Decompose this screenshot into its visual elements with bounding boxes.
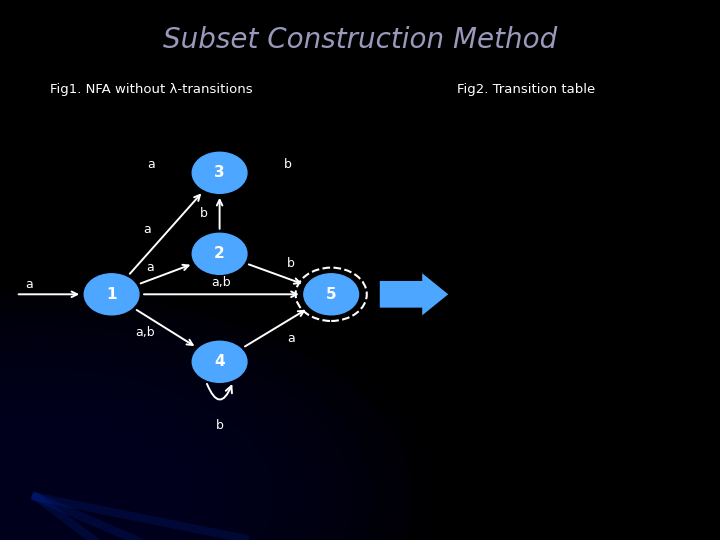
Text: 2: 2 [215,246,225,261]
Text: b: b [284,158,292,171]
Text: 3: 3 [215,165,225,180]
Text: 4: 4 [215,354,225,369]
Text: 5: 5 [326,287,336,302]
Text: Fig2. Transition table: Fig2. Transition table [457,83,595,96]
Text: Subset Construction Method: Subset Construction Method [163,26,557,55]
FancyArrowPatch shape [212,154,226,176]
Text: a,b: a,b [212,276,231,289]
Text: Fig1. NFA without λ-transitions: Fig1. NFA without λ-transitions [50,83,253,96]
Text: b: b [200,207,207,220]
Text: 1: 1 [107,287,117,302]
Text: a: a [144,222,151,236]
Text: b: b [287,256,295,270]
FancyArrowPatch shape [106,276,120,298]
Text: a: a [26,278,33,291]
Circle shape [304,274,359,315]
Text: a,b: a,b [135,326,156,339]
Text: a: a [148,158,155,171]
Text: a: a [287,332,295,346]
Circle shape [192,152,247,193]
Circle shape [192,233,247,274]
FancyArrowPatch shape [213,154,227,176]
FancyArrowPatch shape [207,384,232,400]
Polygon shape [380,273,448,315]
Circle shape [192,341,247,382]
Text: b: b [216,419,223,432]
Text: a: a [146,261,153,274]
Circle shape [84,274,139,315]
